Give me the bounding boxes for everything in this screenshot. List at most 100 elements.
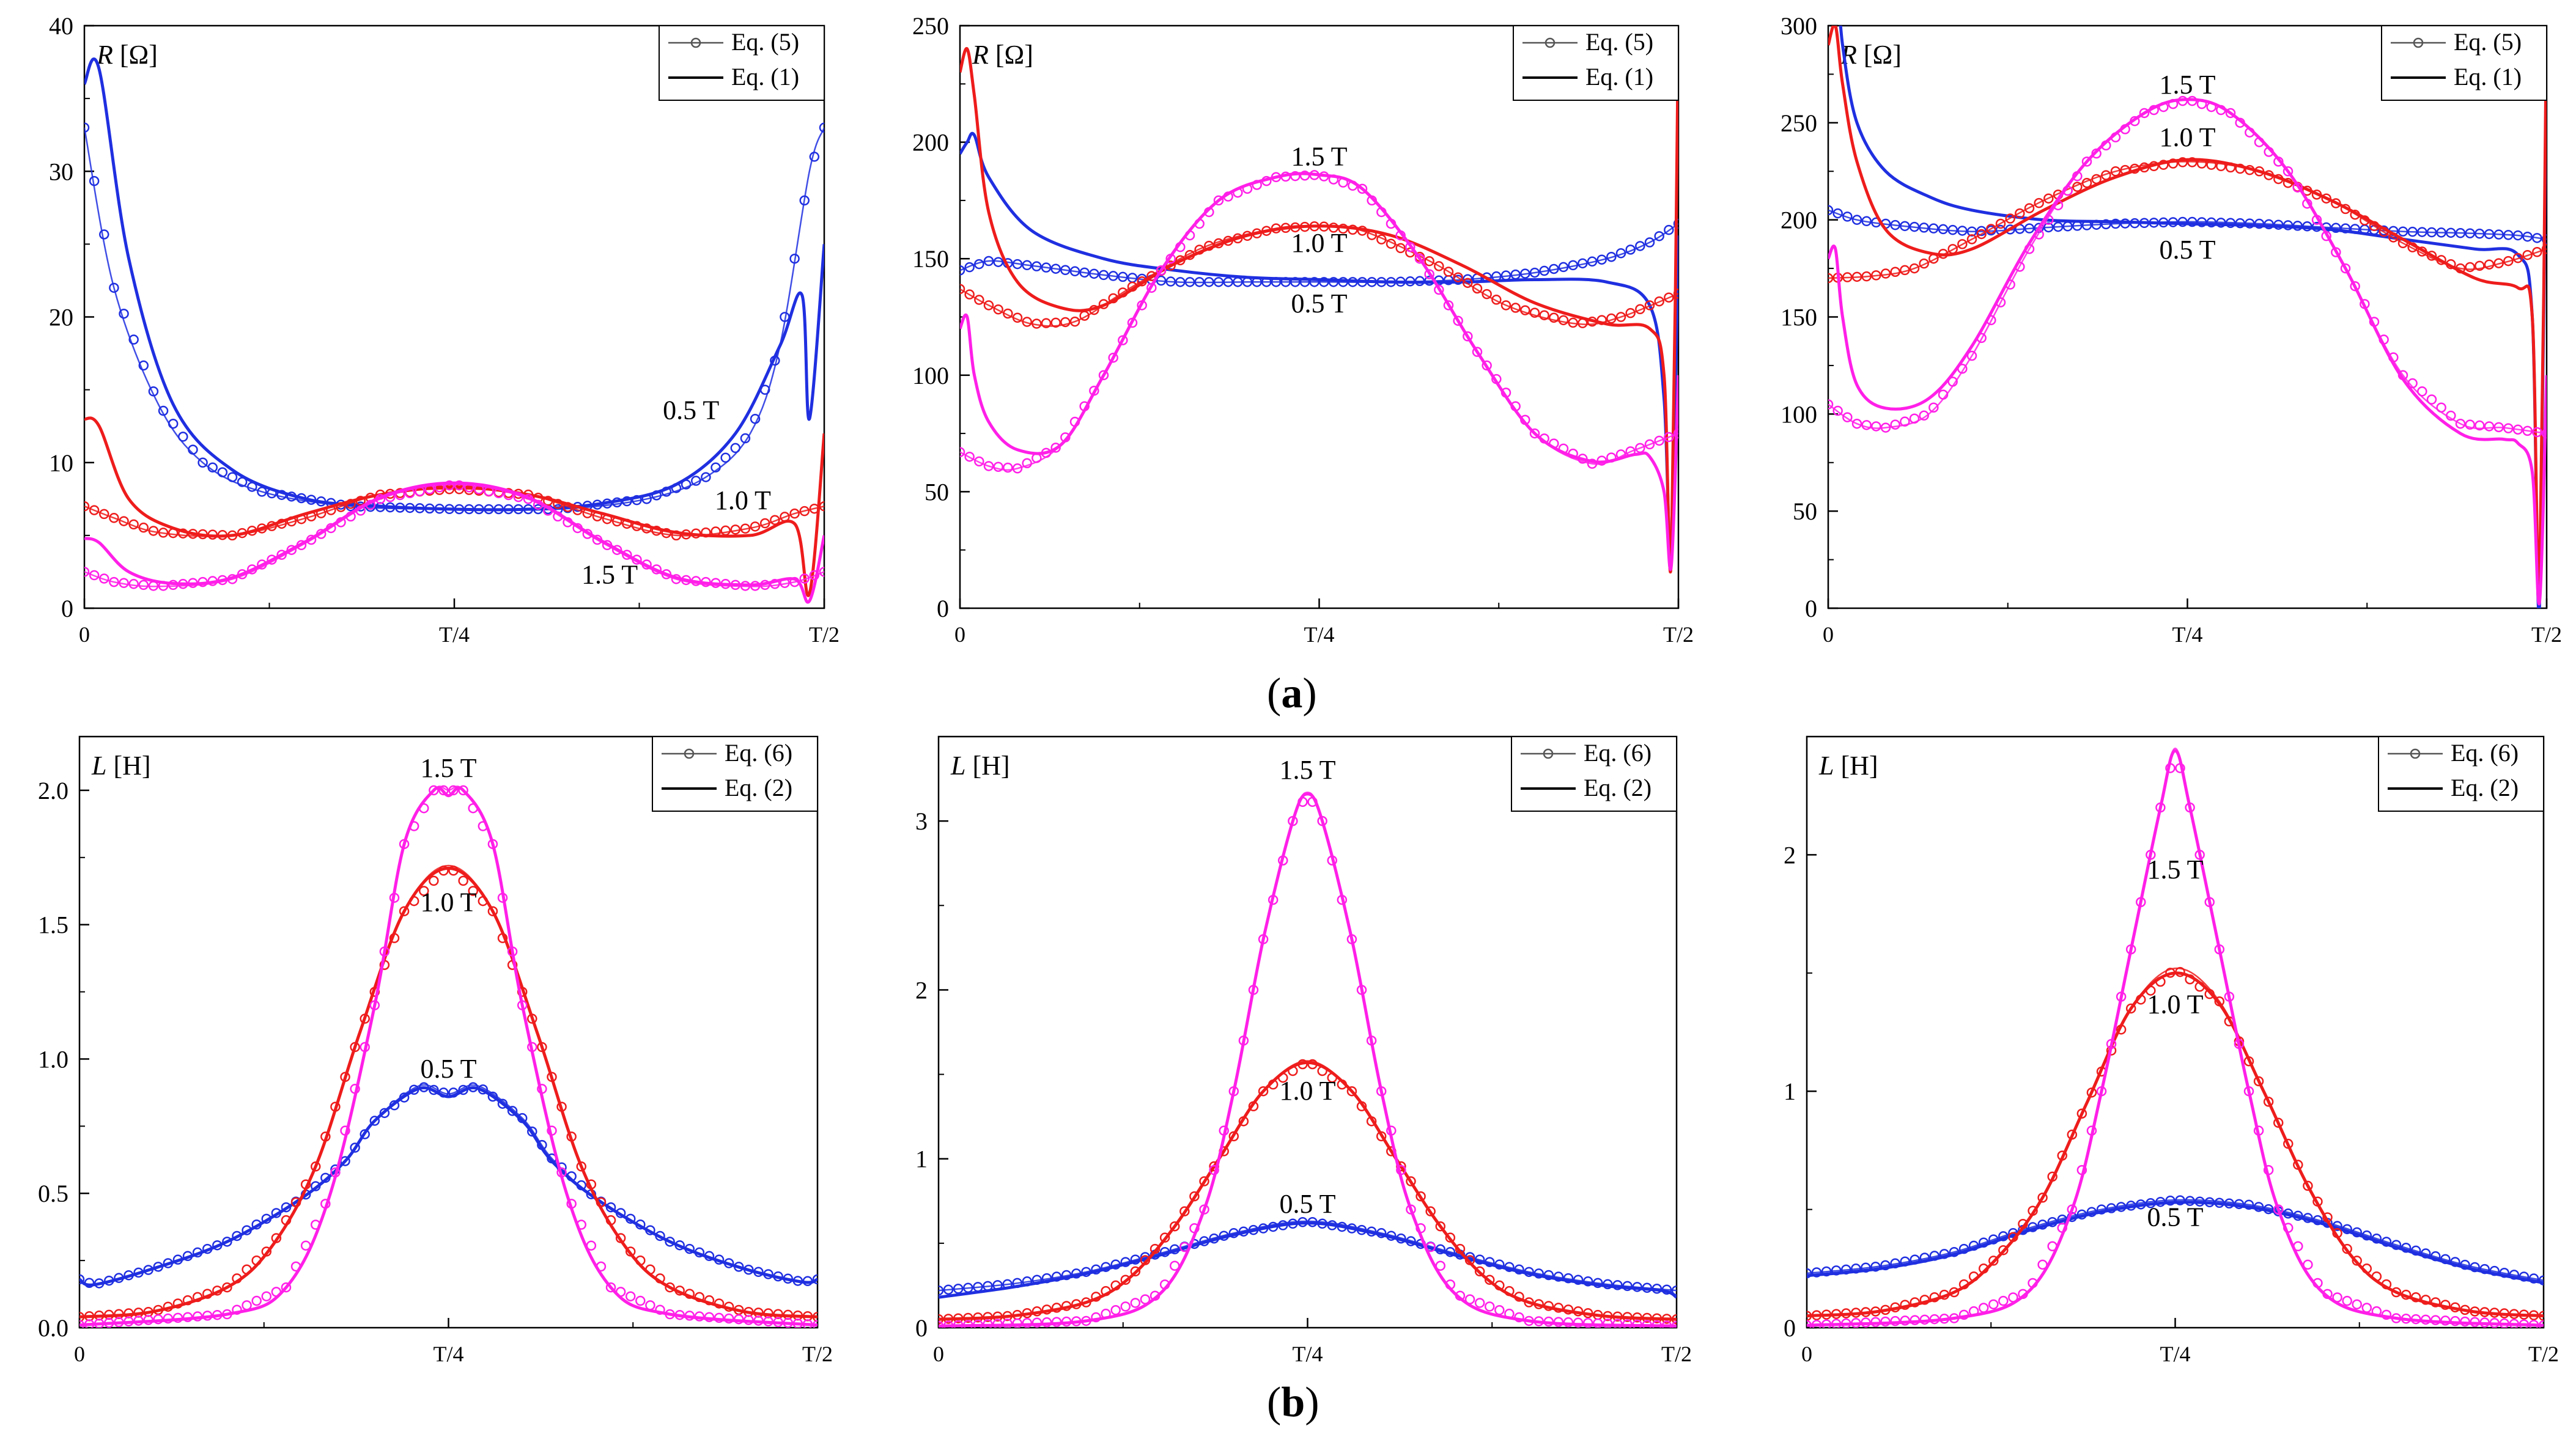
curve-label: 0.5 T: [1291, 289, 1347, 318]
data-point: [2043, 193, 2054, 204]
data-point: [655, 1304, 665, 1315]
data-point: [1445, 1232, 1456, 1243]
data-point: [1012, 312, 1023, 323]
series-line-05T-solid: [79, 1086, 817, 1287]
data-point: [1986, 224, 1996, 234]
curve-label: 1.5 T: [1279, 755, 1335, 785]
x-tick-label: 0: [954, 622, 965, 647]
data-point: [1003, 462, 1013, 473]
series-line-15T-solid: [960, 172, 1678, 571]
data-point: [1842, 412, 1853, 422]
data-point: [2303, 1180, 2313, 1191]
data-point: [158, 405, 169, 416]
data-point: [1050, 317, 1061, 328]
data-point: [1644, 237, 1655, 248]
legend-label-solid: Eq. (2): [2451, 774, 2519, 801]
data-point: [2503, 230, 2514, 240]
data-point: [1635, 241, 1645, 251]
data-point: [197, 457, 208, 468]
data-point: [2321, 193, 2331, 204]
data-point: [2253, 1076, 2264, 1087]
data-point: [1828, 205, 1834, 216]
data-point: [2139, 108, 2150, 119]
data-point: [2465, 419, 2475, 430]
data-point: [1223, 277, 1233, 287]
data-point: [2034, 197, 2044, 208]
legend-box: [659, 25, 825, 101]
y-tick-label: 0: [1784, 1314, 1796, 1342]
data-point: [1529, 307, 1540, 318]
data-point: [576, 1161, 587, 1172]
legend-label-markers: Eq. (6): [1584, 739, 1652, 767]
data-point: [2426, 227, 2437, 238]
caption-b: (b): [1267, 1379, 1319, 1426]
y-axis-label: L [H]: [1818, 751, 1878, 781]
data-point: [99, 573, 109, 584]
y-tick-label: 0: [937, 595, 949, 622]
data-point: [2391, 1287, 2402, 1298]
data-point: [2493, 258, 2504, 268]
data-point: [1376, 234, 1387, 245]
data-point: [2024, 203, 2035, 213]
data-point: [1529, 267, 1540, 278]
data-point: [2522, 249, 2533, 260]
data-point: [2206, 217, 2216, 228]
legend-label-markers: Eq. (6): [725, 739, 792, 767]
data-point: [730, 524, 741, 535]
data-point: [487, 906, 498, 916]
curve-label: 1.0 T: [420, 888, 476, 918]
data-point: [701, 472, 711, 482]
data-point: [1928, 223, 1939, 234]
y-tick-label: 150: [912, 245, 949, 273]
data-point: [1434, 284, 1444, 295]
data-point: [799, 573, 810, 584]
data-point: [1494, 1305, 1505, 1315]
y-tick-label: 0.0: [38, 1314, 68, 1342]
data-point: [2187, 157, 2198, 167]
y-axis-label-unit: [H]: [965, 751, 1009, 781]
x-tick-label: T/4: [434, 1342, 464, 1366]
data-point: [438, 785, 449, 796]
data-point: [2455, 418, 2466, 429]
legend-label-markers: Eq. (5): [2454, 28, 2522, 56]
data-point: [1159, 1232, 1170, 1243]
data-point: [635, 1295, 646, 1306]
data-point: [983, 256, 994, 267]
data-point: [1558, 262, 1569, 273]
legend-label-solid: Eq. (1): [2454, 63, 2522, 90]
data-point: [1500, 300, 1511, 311]
data-point: [960, 447, 965, 457]
y-axis-label-unit: [H]: [1834, 751, 1878, 781]
data-point: [222, 1237, 232, 1247]
data-point: [1529, 428, 1540, 439]
data-point: [665, 1237, 675, 1247]
series-group: [1807, 748, 2544, 1328]
data-point: [1563, 1317, 1574, 1328]
data-point: [1443, 267, 1454, 277]
data-point: [1957, 239, 1968, 249]
x-tick-label: 0: [1801, 1342, 1812, 1366]
data-point: [1861, 420, 1872, 430]
data-point: [138, 360, 149, 371]
curve-label: 1.5 T: [2159, 70, 2215, 100]
data-point: [1012, 259, 1023, 270]
data-point: [1386, 238, 1397, 249]
data-point: [222, 1282, 232, 1293]
data-point: [1919, 223, 1929, 233]
y-tick-label: 1.5: [38, 911, 68, 939]
data-point: [1414, 253, 1425, 264]
series-group: [84, 57, 824, 604]
chart-b1: 0.0 0.5 1.0 1.5 2.0 0 T/4 T/2 L [H] 1.5 T 1.0 T 0.5…: [38, 735, 833, 1366]
data-point: [1664, 432, 1674, 443]
legend-box: [2378, 736, 2544, 812]
data-point: [242, 1300, 252, 1311]
data-point: [1890, 219, 1900, 230]
data-point: [1110, 1305, 1121, 1315]
data-point: [1568, 317, 1578, 328]
curve-label: 1.0 T: [1291, 228, 1347, 258]
data-point: [1563, 1273, 1574, 1284]
data-point: [1204, 277, 1214, 287]
data-point: [1842, 272, 1853, 282]
plot-frame: [78, 735, 819, 1329]
data-point: [89, 570, 100, 581]
